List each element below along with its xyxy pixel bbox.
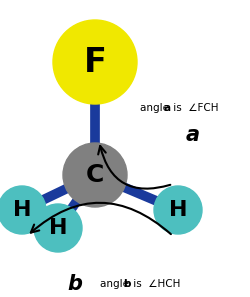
Text: H: H [169,200,187,220]
Text: H: H [49,218,67,238]
Text: angle: angle [100,279,132,289]
Circle shape [53,20,137,104]
Text: b: b [123,279,130,289]
Circle shape [34,204,82,252]
Text: a: a [186,125,200,145]
Circle shape [63,143,127,207]
Text: is  ∠FCH: is ∠FCH [170,103,218,113]
Text: a: a [163,103,170,113]
Circle shape [154,186,202,234]
Text: H: H [13,200,31,220]
Text: F: F [84,45,106,78]
Text: is  ∠HCH: is ∠HCH [130,279,180,289]
Text: C: C [86,163,104,187]
Text: b: b [68,274,82,294]
Circle shape [0,186,46,234]
Text: angle: angle [140,103,172,113]
